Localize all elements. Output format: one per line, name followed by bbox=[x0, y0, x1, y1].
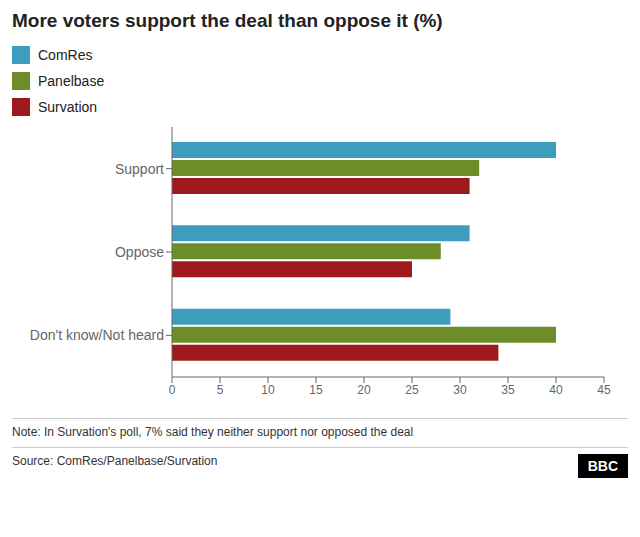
html-text:More voters support the deal t: More voters support the deal than oppose… bbox=[12, 10, 443, 31]
svg-text:Support: Support bbox=[115, 161, 164, 177]
html-text:Source: ComRes/Panelbase/Surva: Source: ComRes/Panelbase/Survation bbox=[12, 454, 218, 468]
html-text:BBC: BBC bbox=[587, 458, 618, 474]
svg-text:30: 30 bbox=[453, 383, 467, 397]
html-text:ComRes: ComRes bbox=[38, 47, 93, 63]
svg-text:5: 5 bbox=[217, 383, 224, 397]
svg-text:45: 45 bbox=[597, 383, 611, 397]
svg-text:0: 0 bbox=[169, 383, 176, 397]
svg-text:Oppose: Oppose bbox=[115, 244, 164, 260]
svg-text:25: 25 bbox=[405, 383, 419, 397]
svg-text:20: 20 bbox=[357, 383, 371, 397]
html-text:Panelbase: Panelbase bbox=[38, 73, 105, 89]
html-text:Survation: Survation bbox=[38, 99, 98, 115]
svg-text:15: 15 bbox=[309, 383, 323, 397]
svg-text:40: 40 bbox=[549, 383, 563, 397]
svg-text:35: 35 bbox=[501, 383, 515, 397]
svg-text:Don't know/Not heard: Don't know/Not heard bbox=[30, 327, 164, 343]
svg-text:10: 10 bbox=[261, 383, 275, 397]
html-text:Note: In Survation's poll, 7%: Note: In Survation's poll, 7% said they … bbox=[12, 425, 414, 439]
